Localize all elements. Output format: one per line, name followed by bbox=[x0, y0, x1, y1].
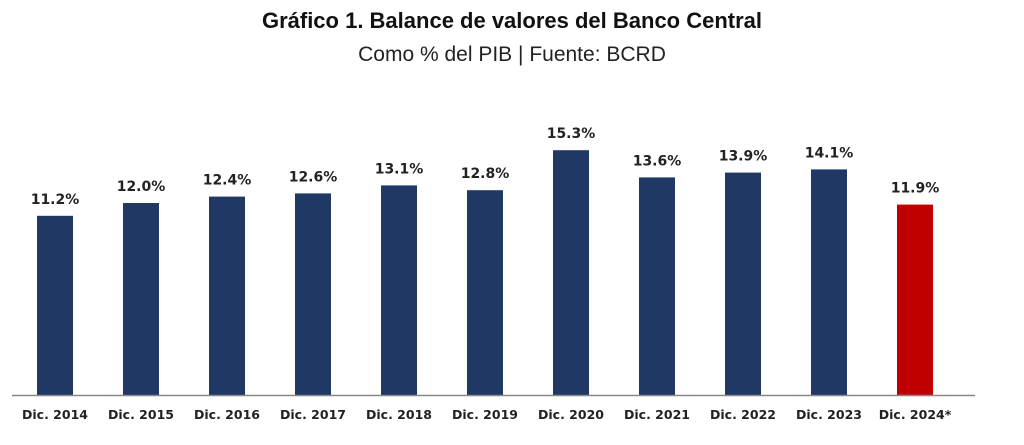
data-label: 15.3% bbox=[547, 126, 596, 142]
data-label: 12.4% bbox=[203, 173, 252, 189]
x-tick-label: Dic. 2016 bbox=[194, 407, 260, 422]
bar-2016 bbox=[209, 196, 245, 395]
x-tick-label: Dic. 2020 bbox=[538, 407, 604, 422]
data-label: 14.1% bbox=[805, 145, 854, 161]
x-tick-label: Dic. 2021 bbox=[624, 407, 690, 422]
bar-2015 bbox=[123, 203, 159, 395]
bar-2017 bbox=[295, 193, 331, 395]
data-label: 12.8% bbox=[461, 166, 510, 182]
bar-2024 bbox=[897, 204, 933, 395]
bar-2018 bbox=[381, 185, 417, 395]
bar-2019 bbox=[467, 190, 503, 395]
chart-subtitle: Como % del PIB | Fuente: BCRD bbox=[358, 43, 666, 66]
bar-2014 bbox=[37, 215, 73, 395]
bar-2022 bbox=[725, 172, 761, 395]
bar-2021 bbox=[639, 177, 675, 395]
x-tick-label: Dic. 2017 bbox=[280, 407, 346, 422]
x-tick-label: Dic. 2015 bbox=[108, 407, 174, 422]
chart-title: Gráfico 1. Balance de valores del Banco … bbox=[261, 8, 763, 33]
x-tick-label: Dic. 2022 bbox=[710, 407, 776, 422]
data-label: 13.6% bbox=[633, 153, 682, 169]
x-tick-label: Dic. 2019 bbox=[452, 407, 518, 422]
data-label: 13.9% bbox=[719, 149, 768, 165]
data-label: 11.9% bbox=[891, 181, 940, 197]
x-tick-label: Dic. 2023 bbox=[796, 407, 862, 422]
x-tick-label: Dic. 2024* bbox=[879, 407, 952, 422]
x-tick-label: Dic. 2018 bbox=[366, 407, 432, 422]
bar-2023 bbox=[811, 169, 847, 395]
data-label: 11.2% bbox=[31, 192, 80, 208]
x-tick-label: Dic. 2014 bbox=[22, 407, 88, 422]
data-label: 12.0% bbox=[117, 179, 166, 195]
bar-2020 bbox=[553, 150, 589, 395]
data-label: 12.6% bbox=[289, 169, 338, 185]
data-label: 13.1% bbox=[375, 161, 424, 177]
